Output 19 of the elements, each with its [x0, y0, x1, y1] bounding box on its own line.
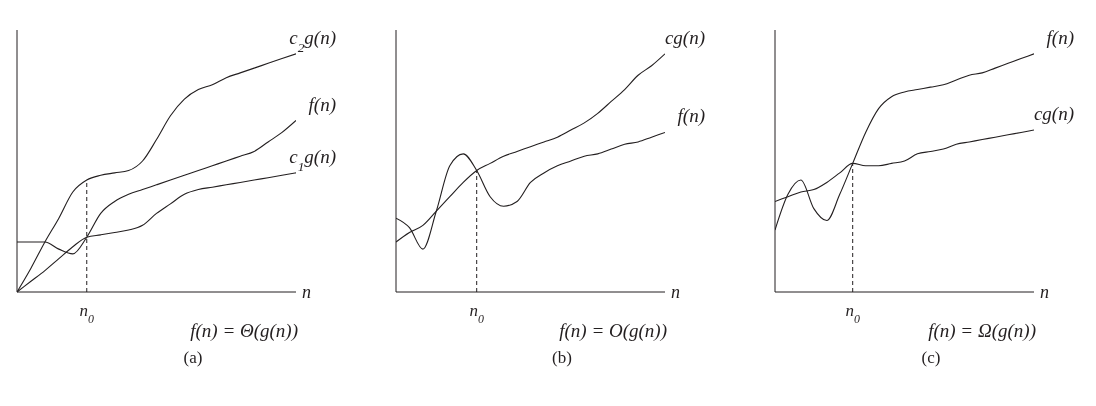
x-axis-title: n	[671, 282, 680, 302]
text: (a)	[182, 348, 204, 368]
x-axis-title: n	[1040, 282, 1049, 302]
series-label: f(n)	[308, 93, 336, 116]
text: f(n) = Ω(g(n))	[928, 320, 1036, 341]
series-label: f(n)	[1046, 26, 1074, 49]
text: n$_{0}$	[469, 301, 484, 326]
text: (b)	[551, 348, 573, 368]
series-label: c$_{2}$g(n)	[289, 26, 336, 55]
text: (c)	[920, 348, 942, 368]
series-label: c$_{1}$g(n)	[289, 145, 336, 174]
x-axis-title: n	[302, 282, 311, 302]
text: f(n) = Θ(g(n))	[190, 320, 298, 341]
series-label: cg(n)	[664, 26, 705, 49]
text: n$_{0}$	[79, 301, 95, 326]
text: n$_{0}$	[845, 301, 860, 326]
series-label: cg(n)	[1033, 103, 1074, 126]
series-label: f(n)	[677, 105, 705, 128]
text: f(n) = O(g(n))	[559, 320, 667, 341]
